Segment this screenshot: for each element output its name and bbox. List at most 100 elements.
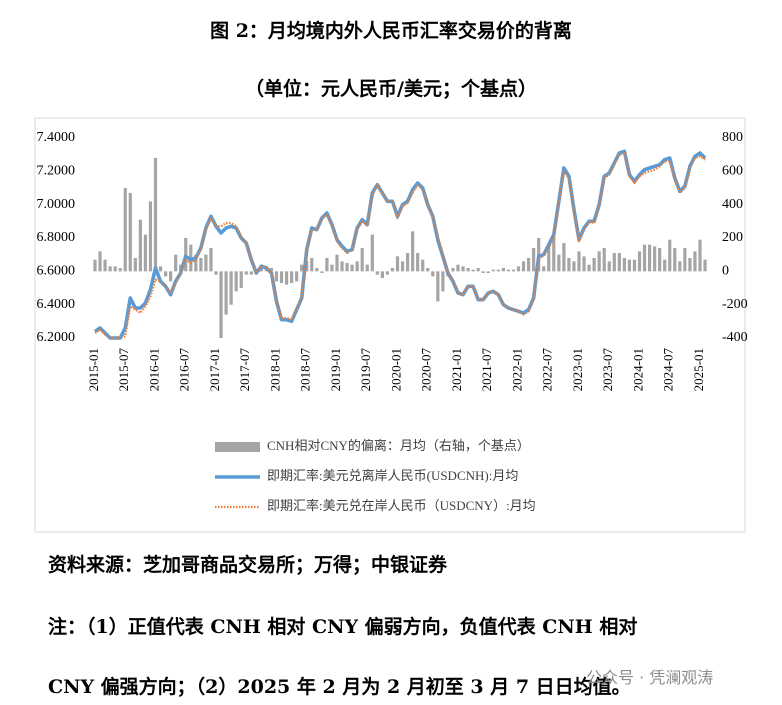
bar: [310, 258, 314, 272]
bar: [234, 271, 238, 292]
bar: [199, 258, 203, 272]
bar: [426, 268, 430, 272]
x-tick-label: 2019-01: [328, 348, 343, 391]
bar: [668, 239, 672, 272]
bar: [400, 261, 405, 272]
bar: [239, 271, 243, 288]
bar: [516, 266, 521, 272]
bar: [300, 264, 304, 272]
bar: [133, 258, 137, 272]
bar: [688, 258, 692, 272]
y2-tick-label: -400: [722, 330, 748, 345]
bar: [219, 271, 223, 338]
bar: [602, 248, 606, 272]
bar: [345, 263, 349, 272]
bar: [315, 268, 319, 272]
bar: [385, 271, 390, 275]
chart-frame: [34, 117, 746, 533]
source: 资料来源：芝加哥商品交易所；万得；中银证券: [48, 554, 448, 576]
bar: [683, 248, 687, 272]
bar: [174, 254, 178, 272]
bar: [617, 253, 621, 272]
bar: [370, 234, 374, 272]
bar: [108, 266, 112, 272]
figure-title: 图 2：月均境内外人民币汇率交易价的背离: [210, 20, 572, 42]
x-tick-label: 2018-07: [298, 348, 313, 392]
bar: [607, 261, 611, 272]
bar: [249, 271, 253, 275]
bar: [138, 219, 142, 272]
bar: [637, 251, 642, 272]
bar: [269, 268, 274, 272]
bar: [658, 248, 662, 272]
bar: [693, 251, 697, 272]
y-tick-label: 6.4000: [37, 297, 76, 312]
bar: [476, 268, 480, 272]
x-tick-label: 2023-07: [600, 348, 615, 392]
y2-tick-label: 400: [722, 197, 743, 212]
bar: [158, 266, 163, 272]
x-tick-label: 2016-07: [177, 348, 192, 392]
figure-subtitle: （单位：元人民币/美元；个基点）: [245, 78, 537, 100]
legend-label: 即期汇率:美元兑离岸人民币(USDCNH):月均: [267, 468, 518, 483]
x-tick-label: 2024-01: [630, 348, 645, 391]
bar: [350, 264, 354, 272]
bar: [698, 239, 702, 272]
x-tick-label: 2020-07: [419, 348, 434, 392]
bar: [456, 264, 460, 272]
bar: [647, 244, 652, 272]
y-tick-label: 6.2000: [37, 330, 76, 345]
bar: [451, 268, 455, 272]
bar: [592, 258, 596, 272]
bar: [703, 259, 707, 272]
bar: [582, 256, 586, 272]
bar: [612, 253, 616, 272]
y-tick-label: 7.0000: [37, 197, 76, 212]
x-tick-label: 2015-07: [116, 348, 131, 392]
legend-label: 即期汇率:美元兑在岸人民币（USDCNY）:月均: [267, 498, 536, 513]
bar: [325, 258, 329, 272]
x-tick-label: 2020-01: [388, 348, 403, 391]
bar: [441, 271, 445, 292]
bar: [557, 254, 561, 272]
bar: [542, 266, 546, 272]
bar: [330, 264, 334, 272]
y-tick-label: 6.8000: [37, 230, 76, 245]
bar: [486, 271, 490, 273]
bar: [547, 244, 551, 272]
bar: [663, 259, 667, 272]
y2-tick-label: -200: [722, 297, 748, 312]
x-tick-label: 2016-01: [146, 348, 161, 391]
bar: [632, 259, 637, 272]
bar: [395, 256, 400, 272]
x-tick-label: 2021-07: [479, 348, 494, 392]
bar: [521, 261, 526, 272]
bar: [431, 271, 435, 277]
bar: [511, 269, 516, 272]
bar: [526, 258, 531, 272]
bar: [229, 271, 233, 305]
bar: [421, 259, 425, 272]
bar: [501, 268, 505, 272]
x-tick-label: 2019-07: [358, 348, 373, 392]
legend-swatch: [215, 442, 260, 452]
bar: [209, 248, 213, 272]
bar: [436, 271, 440, 302]
bar: [279, 271, 284, 283]
x-tick-label: 2022-01: [509, 348, 524, 391]
bar: [320, 271, 324, 273]
bar: [481, 271, 485, 273]
bar: [567, 258, 571, 272]
bar: [471, 269, 475, 272]
bar: [653, 246, 657, 272]
watermark: 公众号 · 凭澜观涛: [586, 668, 714, 687]
x-tick-label: 2023-01: [570, 348, 585, 391]
bar: [411, 231, 415, 272]
bar: [169, 271, 173, 282]
bar: [123, 188, 127, 272]
note-line: 注：（1）正值代表 CNH 相对 CNY 偏弱方向，负值代表 CNH 相对: [48, 616, 638, 638]
bar: [496, 269, 500, 272]
y2-tick-label: 800: [722, 130, 743, 145]
y2-tick-label: 600: [722, 164, 743, 179]
